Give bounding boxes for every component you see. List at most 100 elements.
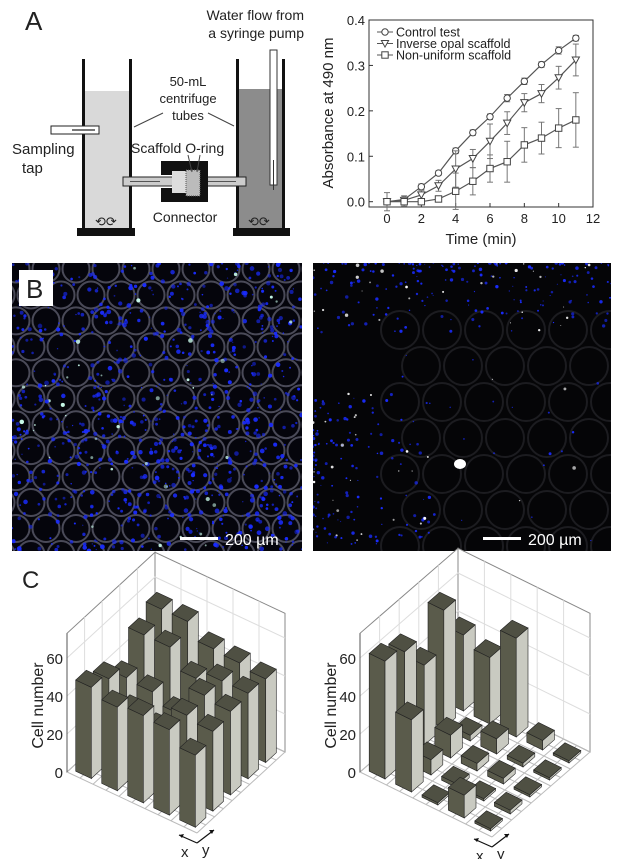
cell-dot: [516, 310, 519, 313]
cell-dot: [200, 349, 203, 353]
cell-dot: [327, 412, 329, 415]
cell-dot: [313, 437, 316, 441]
pore: [271, 462, 301, 492]
cell-dot: [336, 509, 340, 513]
cell-dot: [72, 489, 76, 493]
pore: [443, 346, 483, 386]
cell-dot: [37, 546, 42, 551]
cell-dot: [194, 419, 198, 423]
cell-dot: [355, 275, 359, 279]
cell-dot: [23, 430, 26, 433]
cell-dot: [251, 364, 253, 367]
cell-dot: [70, 496, 72, 498]
cell-dot: [492, 275, 495, 278]
cell-dot: [233, 272, 238, 277]
cell-dot: [169, 512, 175, 518]
cell-dot: [205, 323, 209, 328]
square-marker: [469, 177, 477, 185]
cell-dot: [113, 361, 116, 364]
pore: [226, 488, 256, 518]
cell-dot: [93, 264, 97, 268]
cell-dot: [214, 466, 216, 468]
cell-dot: [346, 438, 350, 442]
cell-dot: [123, 404, 126, 407]
cell-dot: [364, 322, 368, 326]
cell-dot: [313, 269, 315, 272]
cell-dot: [237, 264, 241, 269]
cell-dot: [132, 422, 137, 427]
cell-dot: [273, 397, 277, 401]
square-marker: [537, 134, 546, 142]
cell-dot: [265, 302, 269, 306]
bar-face-top: [427, 591, 457, 611]
cell-dot: [332, 499, 334, 501]
cell-dot: [369, 394, 372, 397]
cell-dot: [208, 406, 212, 410]
cell-dot: [37, 383, 43, 388]
cell-dot: [145, 492, 150, 497]
cell-dot: [277, 515, 282, 520]
cell-dot: [372, 313, 375, 316]
cell-dot: [411, 263, 415, 266]
cell-dot: [16, 326, 20, 330]
cell-dot: [119, 540, 124, 545]
cell-dot: [313, 471, 315, 473]
cell-dot: [512, 285, 514, 287]
cell-dot: [224, 286, 229, 291]
pore: [121, 306, 151, 336]
cell-dot: [265, 507, 269, 510]
cell-dot: [294, 463, 298, 468]
bar: [487, 759, 516, 785]
cell-dot: [337, 519, 339, 521]
cell-dot: [216, 265, 220, 269]
cell-dot: [105, 439, 110, 444]
cell-dot: [442, 265, 444, 268]
cell-dot: [607, 263, 610, 266]
cell-dot: [399, 329, 403, 333]
cell-dot: [416, 264, 418, 267]
pore: [31, 514, 61, 543]
left-tube-wall: [129, 59, 132, 177]
cell-dot: [587, 263, 591, 267]
bar-face-top: [179, 737, 207, 756]
cell-dot: [173, 433, 175, 435]
bar-face-right: [169, 719, 181, 816]
cell-dot: [63, 325, 65, 327]
cell-dot: [424, 263, 426, 265]
cell-dot: [95, 512, 99, 515]
cell-dot: [420, 282, 423, 285]
triangle-marker: [519, 99, 529, 108]
cell-dot: [313, 444, 314, 446]
cell-dot: [350, 444, 354, 447]
cell-dot: [542, 464, 545, 467]
cell-dot: [111, 489, 116, 494]
cell-dot: [54, 497, 58, 501]
square-marker: [520, 141, 529, 149]
cell-dot: [356, 539, 358, 541]
bar: [533, 759, 562, 781]
cell-dot: [23, 512, 26, 515]
panel-label-b: B: [26, 274, 43, 304]
left-tube-liquid: [84, 91, 130, 229]
bar-face-right: [230, 700, 242, 796]
cell-dot: [58, 378, 62, 381]
cell-dot: [418, 263, 422, 266]
cell-dot: [157, 534, 161, 539]
cell-dot: [188, 517, 194, 522]
cell-dot: [350, 542, 353, 545]
cell-dot: [186, 281, 191, 287]
cell-dot: [282, 425, 286, 430]
cell-dot: [82, 524, 84, 526]
bar-face-top: [513, 776, 543, 796]
cell-dot: [324, 462, 328, 466]
triangle-marker: [468, 155, 478, 164]
cell-dot: [155, 396, 160, 401]
circle-marker: [537, 60, 546, 69]
cell-dot: [426, 296, 429, 298]
cell-dot: [89, 504, 94, 509]
cell-dot: [183, 508, 189, 513]
cell-dot: [78, 276, 81, 279]
cell-dot: [400, 534, 403, 537]
stir-icon: ⟲⟳: [248, 214, 270, 229]
